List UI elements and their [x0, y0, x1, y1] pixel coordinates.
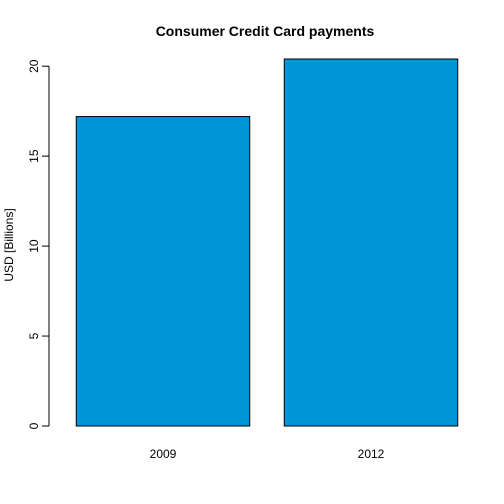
y-tick-label: 5	[27, 332, 41, 339]
x-tick-label: 2012	[358, 447, 385, 461]
y-tick-label: 0	[27, 422, 41, 429]
bars	[76, 59, 457, 426]
chart-title: Consumer Credit Card payments	[156, 23, 375, 39]
y-tick-label: 15	[27, 149, 41, 163]
bar-2012	[284, 59, 457, 426]
y-tick-label: 20	[27, 59, 41, 73]
y-tick-label: 10	[27, 239, 41, 253]
x-axis-labels: 2009 2012	[150, 447, 385, 461]
y-axis: 0 5 10 15 20	[27, 59, 49, 429]
x-tick-label: 2009	[150, 447, 177, 461]
y-axis-label: USD [Billions]	[2, 208, 16, 281]
bar-2009	[76, 117, 249, 426]
